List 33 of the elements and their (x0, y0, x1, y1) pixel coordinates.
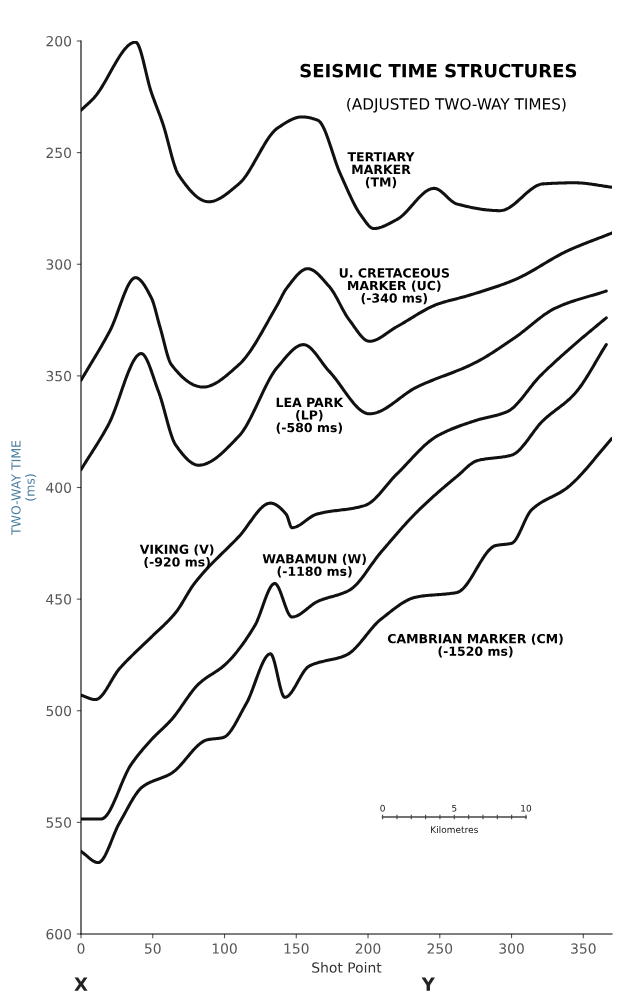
text: SEISMIC TIME STRUCTURES (300, 63, 577, 78)
series-label: WABAMUN (W) (-1180 ms) (262, 553, 366, 578)
series-label: TERTIARY MARKER (TM) (347, 152, 415, 189)
y-tick-label: 400 (46, 482, 72, 493)
x-tick-label: 150 (284, 943, 309, 954)
x-tick-label: 50 (144, 943, 161, 954)
x-tick-label: 0 (77, 943, 85, 954)
series-label: U. CRETACEOUS MARKER (UC) (-340 ms) (339, 268, 450, 305)
x-tick-label: 350 (571, 943, 596, 954)
y-tick-label: 500 (46, 705, 72, 717)
text: (ADJUSTED TWO-WAY TIMES) (347, 97, 566, 113)
series-label: VIKING (V) (-920 ms) (139, 544, 214, 569)
annotation: Kilometres (431, 826, 478, 834)
y-tick-label: 300 (46, 259, 72, 270)
x-axis-title: Shot Point (312, 962, 382, 973)
y-axis-title: TWO-WAY TIME (ms) (11, 440, 37, 536)
x-tick-label: 250 (427, 943, 453, 954)
series-label: LEA PARK (LP) (-580 ms) (276, 397, 344, 434)
x-tick-label: 100 (212, 943, 237, 954)
annotation: 10 (521, 804, 532, 812)
text: X (74, 977, 88, 991)
x-tick-label: 300 (499, 943, 524, 954)
annotation: 0 (380, 804, 385, 812)
y-tick-label: 350 (46, 370, 72, 382)
y-tick-label: 250 (46, 147, 72, 159)
y-tick-label: 450 (46, 594, 72, 605)
y-tick-label: 550 (46, 817, 72, 828)
text: Y (421, 977, 435, 991)
series-label: CAMBRIAN MARKER (CM) (-1520 ms) (387, 633, 563, 658)
y-tick-label: 200 (46, 35, 72, 47)
annotation: 5 (452, 804, 457, 812)
y-tick-label: 600 (46, 928, 72, 940)
x-tick-label: 200 (355, 943, 381, 954)
